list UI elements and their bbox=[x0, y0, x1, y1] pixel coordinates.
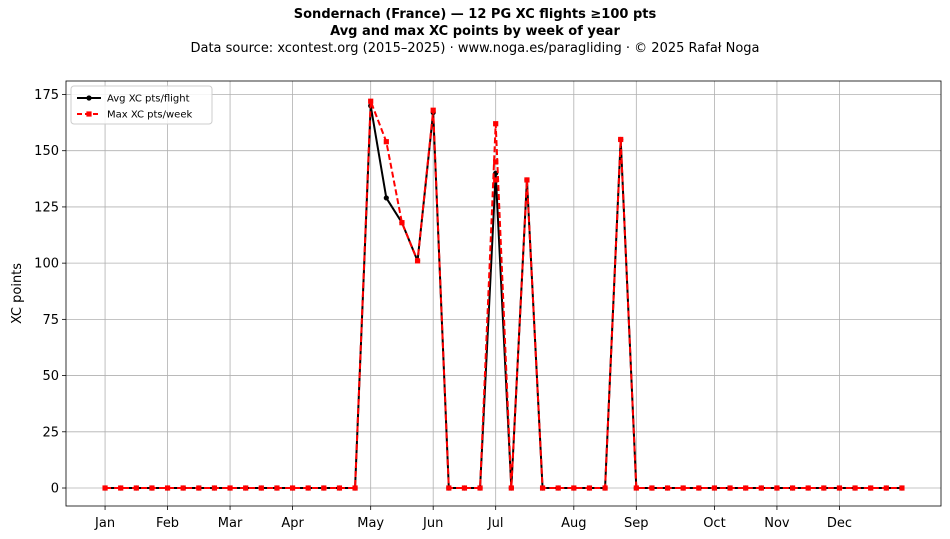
x-tick-label: Jul bbox=[487, 516, 504, 531]
data-point bbox=[289, 485, 296, 491]
data-point bbox=[211, 485, 218, 491]
x-tick-label: Aug bbox=[561, 516, 586, 531]
data-point bbox=[805, 485, 811, 491]
data-point bbox=[758, 485, 764, 491]
x-tick-label: Jun bbox=[422, 516, 443, 531]
y-tick-label: 150 bbox=[34, 144, 59, 159]
data-point bbox=[399, 220, 405, 226]
legend-label: Avg XC pts/flight bbox=[107, 94, 190, 105]
chart-subtitle-bold: Avg and max XC points by week of year bbox=[330, 24, 620, 39]
data-point bbox=[352, 485, 358, 491]
data-point bbox=[102, 485, 108, 491]
data-point bbox=[383, 139, 389, 145]
series-max bbox=[102, 98, 905, 491]
data-point bbox=[711, 485, 718, 491]
data-point bbox=[321, 485, 327, 491]
data-point bbox=[368, 98, 374, 104]
data-point bbox=[149, 485, 155, 491]
data-point bbox=[852, 485, 858, 491]
chart-source-note: Data source: xcontest.org (2015–2025) · … bbox=[190, 41, 760, 56]
data-point bbox=[727, 485, 733, 491]
data-point bbox=[258, 485, 264, 491]
data-point bbox=[493, 121, 499, 127]
data-point bbox=[774, 485, 780, 491]
data-point bbox=[555, 485, 561, 491]
x-tick-label: Jan bbox=[94, 516, 115, 531]
x-tick-label: Feb bbox=[156, 516, 179, 531]
legend-marker bbox=[86, 111, 92, 117]
x-tick-label: May bbox=[357, 516, 384, 531]
y-tick-label: 50 bbox=[42, 369, 59, 384]
legend-box bbox=[70, 85, 213, 125]
data-point bbox=[649, 485, 655, 491]
y-tick-label: 25 bbox=[42, 425, 59, 440]
y-tick-label: 0 bbox=[51, 482, 59, 497]
data-point bbox=[493, 177, 499, 183]
data-point bbox=[602, 485, 608, 491]
series-line bbox=[105, 100, 902, 490]
legend-marker bbox=[86, 95, 92, 101]
data-point bbox=[899, 485, 905, 491]
data-point bbox=[680, 485, 686, 491]
data-point bbox=[133, 485, 139, 491]
x-tick-label: Sep bbox=[624, 516, 649, 531]
y-axis-label: XC points bbox=[10, 263, 25, 324]
x-tick-label: Oct bbox=[703, 516, 725, 531]
chart-title: Sondernach (France) — 12 PG XC flights ≥… bbox=[293, 7, 657, 22]
data-point bbox=[274, 485, 280, 491]
data-point bbox=[664, 485, 671, 491]
data-point bbox=[821, 485, 827, 491]
data-point bbox=[696, 485, 702, 491]
data-point bbox=[430, 107, 436, 113]
data-point bbox=[305, 485, 311, 491]
data-point bbox=[586, 485, 593, 491]
data-point bbox=[446, 485, 452, 491]
data-point bbox=[164, 485, 171, 491]
data-point bbox=[571, 485, 577, 491]
y-tick-label: 75 bbox=[42, 313, 59, 328]
data-point bbox=[789, 485, 796, 491]
data-point bbox=[227, 485, 233, 491]
data-point bbox=[836, 485, 843, 491]
data-point bbox=[383, 195, 389, 201]
figure-title-block: Sondernach (France) — 12 PG XC flights ≥… bbox=[0, 6, 950, 57]
data-point bbox=[868, 485, 874, 491]
data-point bbox=[461, 485, 468, 491]
plot-frame bbox=[65, 80, 942, 507]
data-point bbox=[118, 485, 124, 491]
y-tick-label: 100 bbox=[34, 257, 59, 272]
y-tick-label: 125 bbox=[34, 200, 59, 215]
data-point bbox=[196, 485, 202, 491]
data-point bbox=[508, 485, 514, 491]
data-point bbox=[618, 136, 624, 143]
data-point bbox=[493, 159, 499, 165]
data-point bbox=[180, 485, 186, 491]
x-tick-label: Nov bbox=[764, 516, 790, 531]
data-point bbox=[477, 485, 483, 491]
x-tick-label: Mar bbox=[218, 516, 243, 531]
data-point bbox=[336, 485, 343, 491]
data-point bbox=[524, 177, 530, 183]
data-point bbox=[539, 485, 546, 491]
data-point bbox=[243, 485, 249, 491]
legend-label: Max XC pts/week bbox=[107, 110, 192, 121]
data-point bbox=[414, 258, 421, 264]
data-point bbox=[743, 485, 749, 491]
x-tick-label: Apr bbox=[281, 516, 304, 531]
data-point bbox=[883, 485, 889, 491]
legend: Avg XC pts/flight Max XC pts/week bbox=[70, 85, 213, 125]
y-tick-label: 175 bbox=[34, 88, 59, 103]
data-point bbox=[633, 485, 639, 491]
x-tick-label: Dec bbox=[827, 516, 852, 531]
